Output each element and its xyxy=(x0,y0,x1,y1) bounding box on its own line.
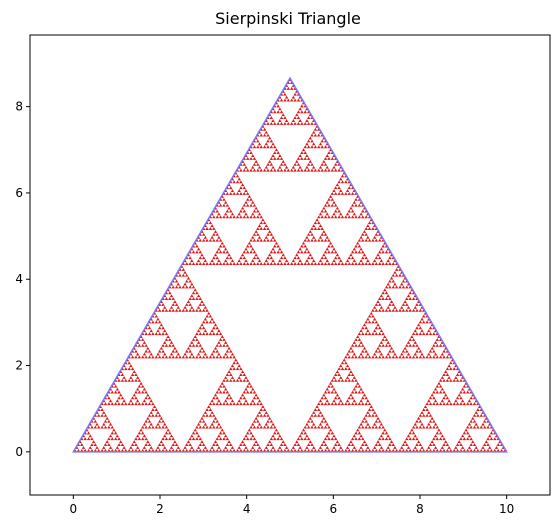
y-tick-label: 0 xyxy=(15,445,23,459)
plot-frame xyxy=(29,34,551,496)
x-tick-label: 8 xyxy=(416,502,424,516)
triangle-outline xyxy=(72,76,508,453)
plot-area xyxy=(29,34,551,496)
y-tick-label: 8 xyxy=(15,100,23,114)
y-tick-label: 4 xyxy=(15,272,23,286)
x-tick-label: 0 xyxy=(70,502,78,516)
outline-polygon xyxy=(72,76,508,453)
fractal-points xyxy=(73,78,507,452)
y-tick-label: 2 xyxy=(15,359,23,373)
x-tick-label: 4 xyxy=(243,502,251,516)
x-tick-label: 6 xyxy=(330,502,338,516)
chart-title: Sierpinski Triangle xyxy=(215,9,361,28)
x-tick-label: 10 xyxy=(499,502,514,516)
x-tick-label: 2 xyxy=(156,502,164,516)
x-axis: 0 2 4 6 8 10 xyxy=(70,495,514,516)
fractal-triangles xyxy=(73,78,507,452)
y-tick-label: 6 xyxy=(15,186,23,200)
y-axis: 0 2 4 6 8 xyxy=(15,100,30,459)
